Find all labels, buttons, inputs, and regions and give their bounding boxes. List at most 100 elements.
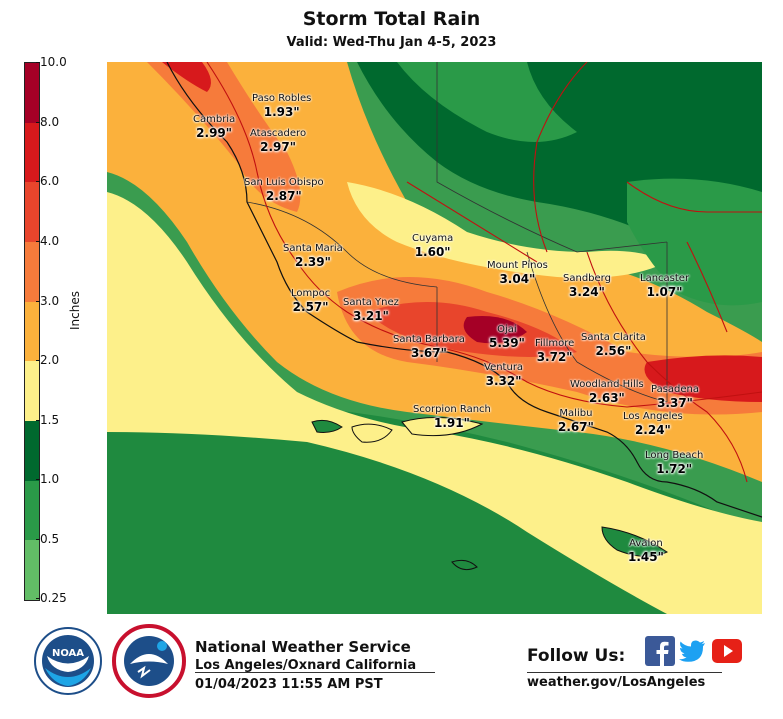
map-subtitle: Valid: Wed-Thu Jan 4-5, 2023 (286, 35, 497, 50)
city-name: Sandberg (563, 273, 611, 284)
city-label[interactable]: Scorpion Ranch 1.91" (413, 404, 491, 430)
rain-amount: 5.39" (489, 336, 525, 350)
rain-amount: 3.37" (657, 396, 693, 410)
rain-band-1-5-2 (347, 182, 667, 278)
city-label[interactable]: Fillmore 3.72" (535, 338, 574, 364)
city-label[interactable]: Atascadero 2.97" (250, 128, 306, 154)
colorbar-label: Inches (68, 291, 82, 330)
island-san-nicolas (451, 559, 478, 571)
colorbar-segment (25, 361, 39, 422)
city-name: Cambria (193, 114, 236, 125)
city-label[interactable]: Paso Robles 1.93" (252, 93, 311, 119)
city-name: Cuyama (412, 233, 454, 244)
colorbar-segment (25, 242, 39, 302)
colorbar-segment (25, 480, 39, 541)
city-name: Fillmore (535, 338, 575, 349)
org-office: Los Angeles/Oxnard California (195, 658, 417, 673)
rain-amount: 2.24" (634, 423, 671, 437)
city-name: Lompoc (291, 288, 331, 299)
colorbar-tick: 1.0 (35, 472, 60, 486)
city-name: Malibu (559, 408, 593, 419)
rain-band-1-5 (107, 192, 762, 614)
city-name: Los Angeles (623, 411, 683, 422)
city-label[interactable]: Los Angeles 2.24" (623, 411, 683, 437)
noaa-logo[interactable]: NOAA (33, 626, 103, 696)
website-link[interactable]: weather.gov/LosAngeles (527, 675, 706, 690)
city-name: Long Beach (645, 450, 704, 461)
city-name: Ventura (484, 362, 524, 373)
colorbar-tick: 0.25 (36, 591, 67, 605)
rainfall-map-svg (107, 62, 762, 614)
rain-amount: 3.32" (485, 374, 522, 388)
city-label[interactable]: Cuyama 1.60" (412, 233, 453, 259)
timestamp: 01/04/2023 11:55 AM PST (195, 677, 383, 692)
divider (195, 672, 435, 673)
rain-amount: 3.21" (353, 309, 389, 323)
rain-amount: 3.04" (499, 272, 536, 286)
nws-logo[interactable] (112, 624, 186, 698)
island-santa-rosa (351, 423, 393, 443)
city-label[interactable]: San Luis Obispo 2.87" (244, 177, 324, 203)
city-label[interactable]: Santa Clarita 2.56" (581, 332, 646, 358)
page-footer: NOAA National Weather Service Los Angele… (0, 620, 783, 719)
colorbar-segment (25, 122, 39, 183)
colorbar-segment (25, 301, 39, 362)
rain-band-0-5-1 (397, 62, 577, 142)
colorbar-tick: 6.0 (35, 174, 60, 188)
city-name: Santa Barbara (393, 334, 465, 345)
city-name: Santa Clarita (581, 332, 646, 343)
city-label[interactable]: Cambria 2.99" (193, 114, 235, 140)
twitter-icon[interactable] (677, 636, 707, 666)
city-label[interactable]: Long Beach 1.72" (645, 450, 703, 476)
colorbar-segment (25, 540, 39, 601)
org-block: National Weather Service Los Angeles/Oxn… (195, 638, 416, 692)
city-label[interactable]: Lompoc 2.57" (291, 288, 330, 314)
city-label[interactable]: Ventura 3.32" (484, 362, 523, 388)
city-name: Mount Pinos (487, 260, 548, 271)
rain-amount: 3.72" (536, 350, 573, 364)
rain-amount: 2.97" (260, 140, 296, 154)
city-label[interactable]: Malibu 2.67" (558, 408, 594, 434)
city-label[interactable]: Pasadena 3.37" (651, 384, 699, 410)
rain-amount: 2.99" (196, 126, 233, 140)
colorbar-segment (25, 421, 39, 481)
rainfall-colorbar (24, 62, 40, 601)
county-lines (246, 62, 668, 403)
facebook-icon[interactable] (645, 636, 675, 666)
city-label[interactable]: Mount Pinos 3.04" (487, 260, 548, 286)
rain-amount: 1.07" (646, 285, 683, 299)
city-name: Ojai (497, 324, 517, 335)
rain-amount: 1.93" (263, 105, 300, 119)
rain-band-6-8 (162, 62, 211, 92)
city-label[interactable]: Sandberg 3.24" (563, 273, 611, 299)
city-name: Santa Ynez (343, 297, 399, 308)
city-name: Santa Maria (283, 243, 343, 254)
rain-band-0-5-1 (627, 178, 762, 306)
city-name: Atascadero (250, 128, 307, 139)
city-label[interactable]: Santa Barbara 3.67" (393, 334, 465, 360)
rain-band-3-4 (147, 62, 301, 212)
colorbar-tick: 4.0 (35, 234, 60, 248)
city-label[interactable]: Santa Ynez 3.21" (343, 297, 399, 323)
city-label[interactable]: Woodland Hills 2.63" (570, 379, 644, 405)
youtube-icon[interactable] (712, 636, 742, 666)
rain-band-8-10 (463, 316, 527, 344)
colorbar-tick: 2.0 (35, 353, 60, 367)
city-label[interactable]: Lancaster 1.07" (640, 273, 689, 299)
city-label[interactable]: Santa Maria 2.39" (283, 243, 343, 269)
colorbar-segment (25, 182, 39, 243)
colorbar-tick: 10.0 (36, 55, 67, 69)
rain-band-6-8 (644, 355, 762, 402)
colorbar-tick: 8.0 (35, 115, 60, 129)
city-label[interactable]: Avalon 1.45" (628, 538, 664, 564)
city-label[interactable]: Ojai 5.39" (489, 324, 525, 350)
rainfall-map[interactable]: Paso Robles 1.93" Cambria 2.99" Atascade… (107, 62, 762, 614)
colorbar-tick: 1.5 (35, 413, 60, 427)
rain-amount: 1.72" (656, 462, 693, 476)
city-name: Woodland Hills (570, 379, 644, 390)
map-title: Storm Total Rain (302, 8, 481, 30)
divider (527, 672, 722, 673)
colorbar-tick: 3.0 (35, 294, 60, 308)
follow-label: Follow Us: (527, 646, 626, 666)
island-santa-cruz (401, 417, 484, 437)
